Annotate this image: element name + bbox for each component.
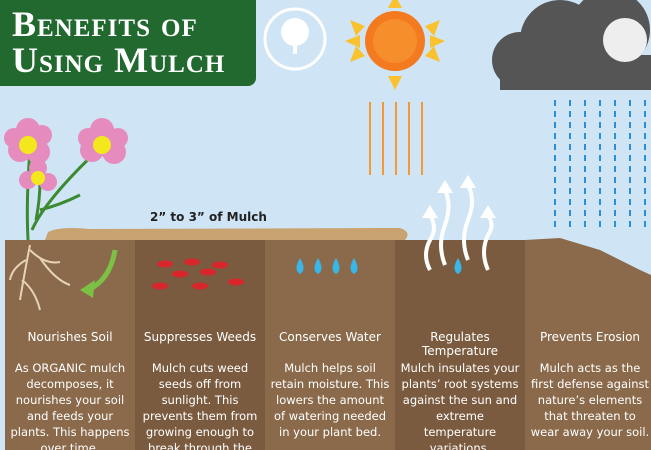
benefit-column: Suppresses Weeds Mulch cuts weed seeds of… xyxy=(135,240,265,450)
title-line: Using Mulch xyxy=(12,42,225,78)
benefit-column: Prevents Erosion Mulch acts as the first … xyxy=(525,240,651,450)
logo xyxy=(262,6,328,72)
benefit-column: Conserves Water Mulch helps soil retain m… xyxy=(265,240,395,450)
benefit-title: Prevents Erosion xyxy=(525,330,651,344)
mulch-label: 2” to 3” of Mulch xyxy=(150,210,267,224)
benefit-text: Mulch helps soil retain moisture. This l… xyxy=(269,360,391,440)
benefit-title: Nourishes Soil xyxy=(5,330,135,344)
header: Benefits of Using Mulch xyxy=(0,0,256,86)
title-line: Benefits of xyxy=(12,6,198,42)
benefit-text: Mulch acts as the first defense against … xyxy=(529,360,651,440)
benefit-title: Regulates Temperature xyxy=(395,330,525,358)
benefit-text: As ORGANIC mulch decomposes, it nourishe… xyxy=(9,360,131,450)
infographic: Benefits of Using Mulch 2” to 3” of Mulc… xyxy=(0,0,651,450)
benefit-title: Conserves Water xyxy=(265,330,395,344)
benefit-text: Mulch cuts weed seeds off from sunlight.… xyxy=(139,360,261,450)
benefit-title: Suppresses Weeds xyxy=(135,330,265,344)
benefit-text: Mulch insulates your plants’ root system… xyxy=(399,360,521,450)
benefit-column: Nourishes Soil As ORGANIC mulch decompose… xyxy=(5,240,135,450)
